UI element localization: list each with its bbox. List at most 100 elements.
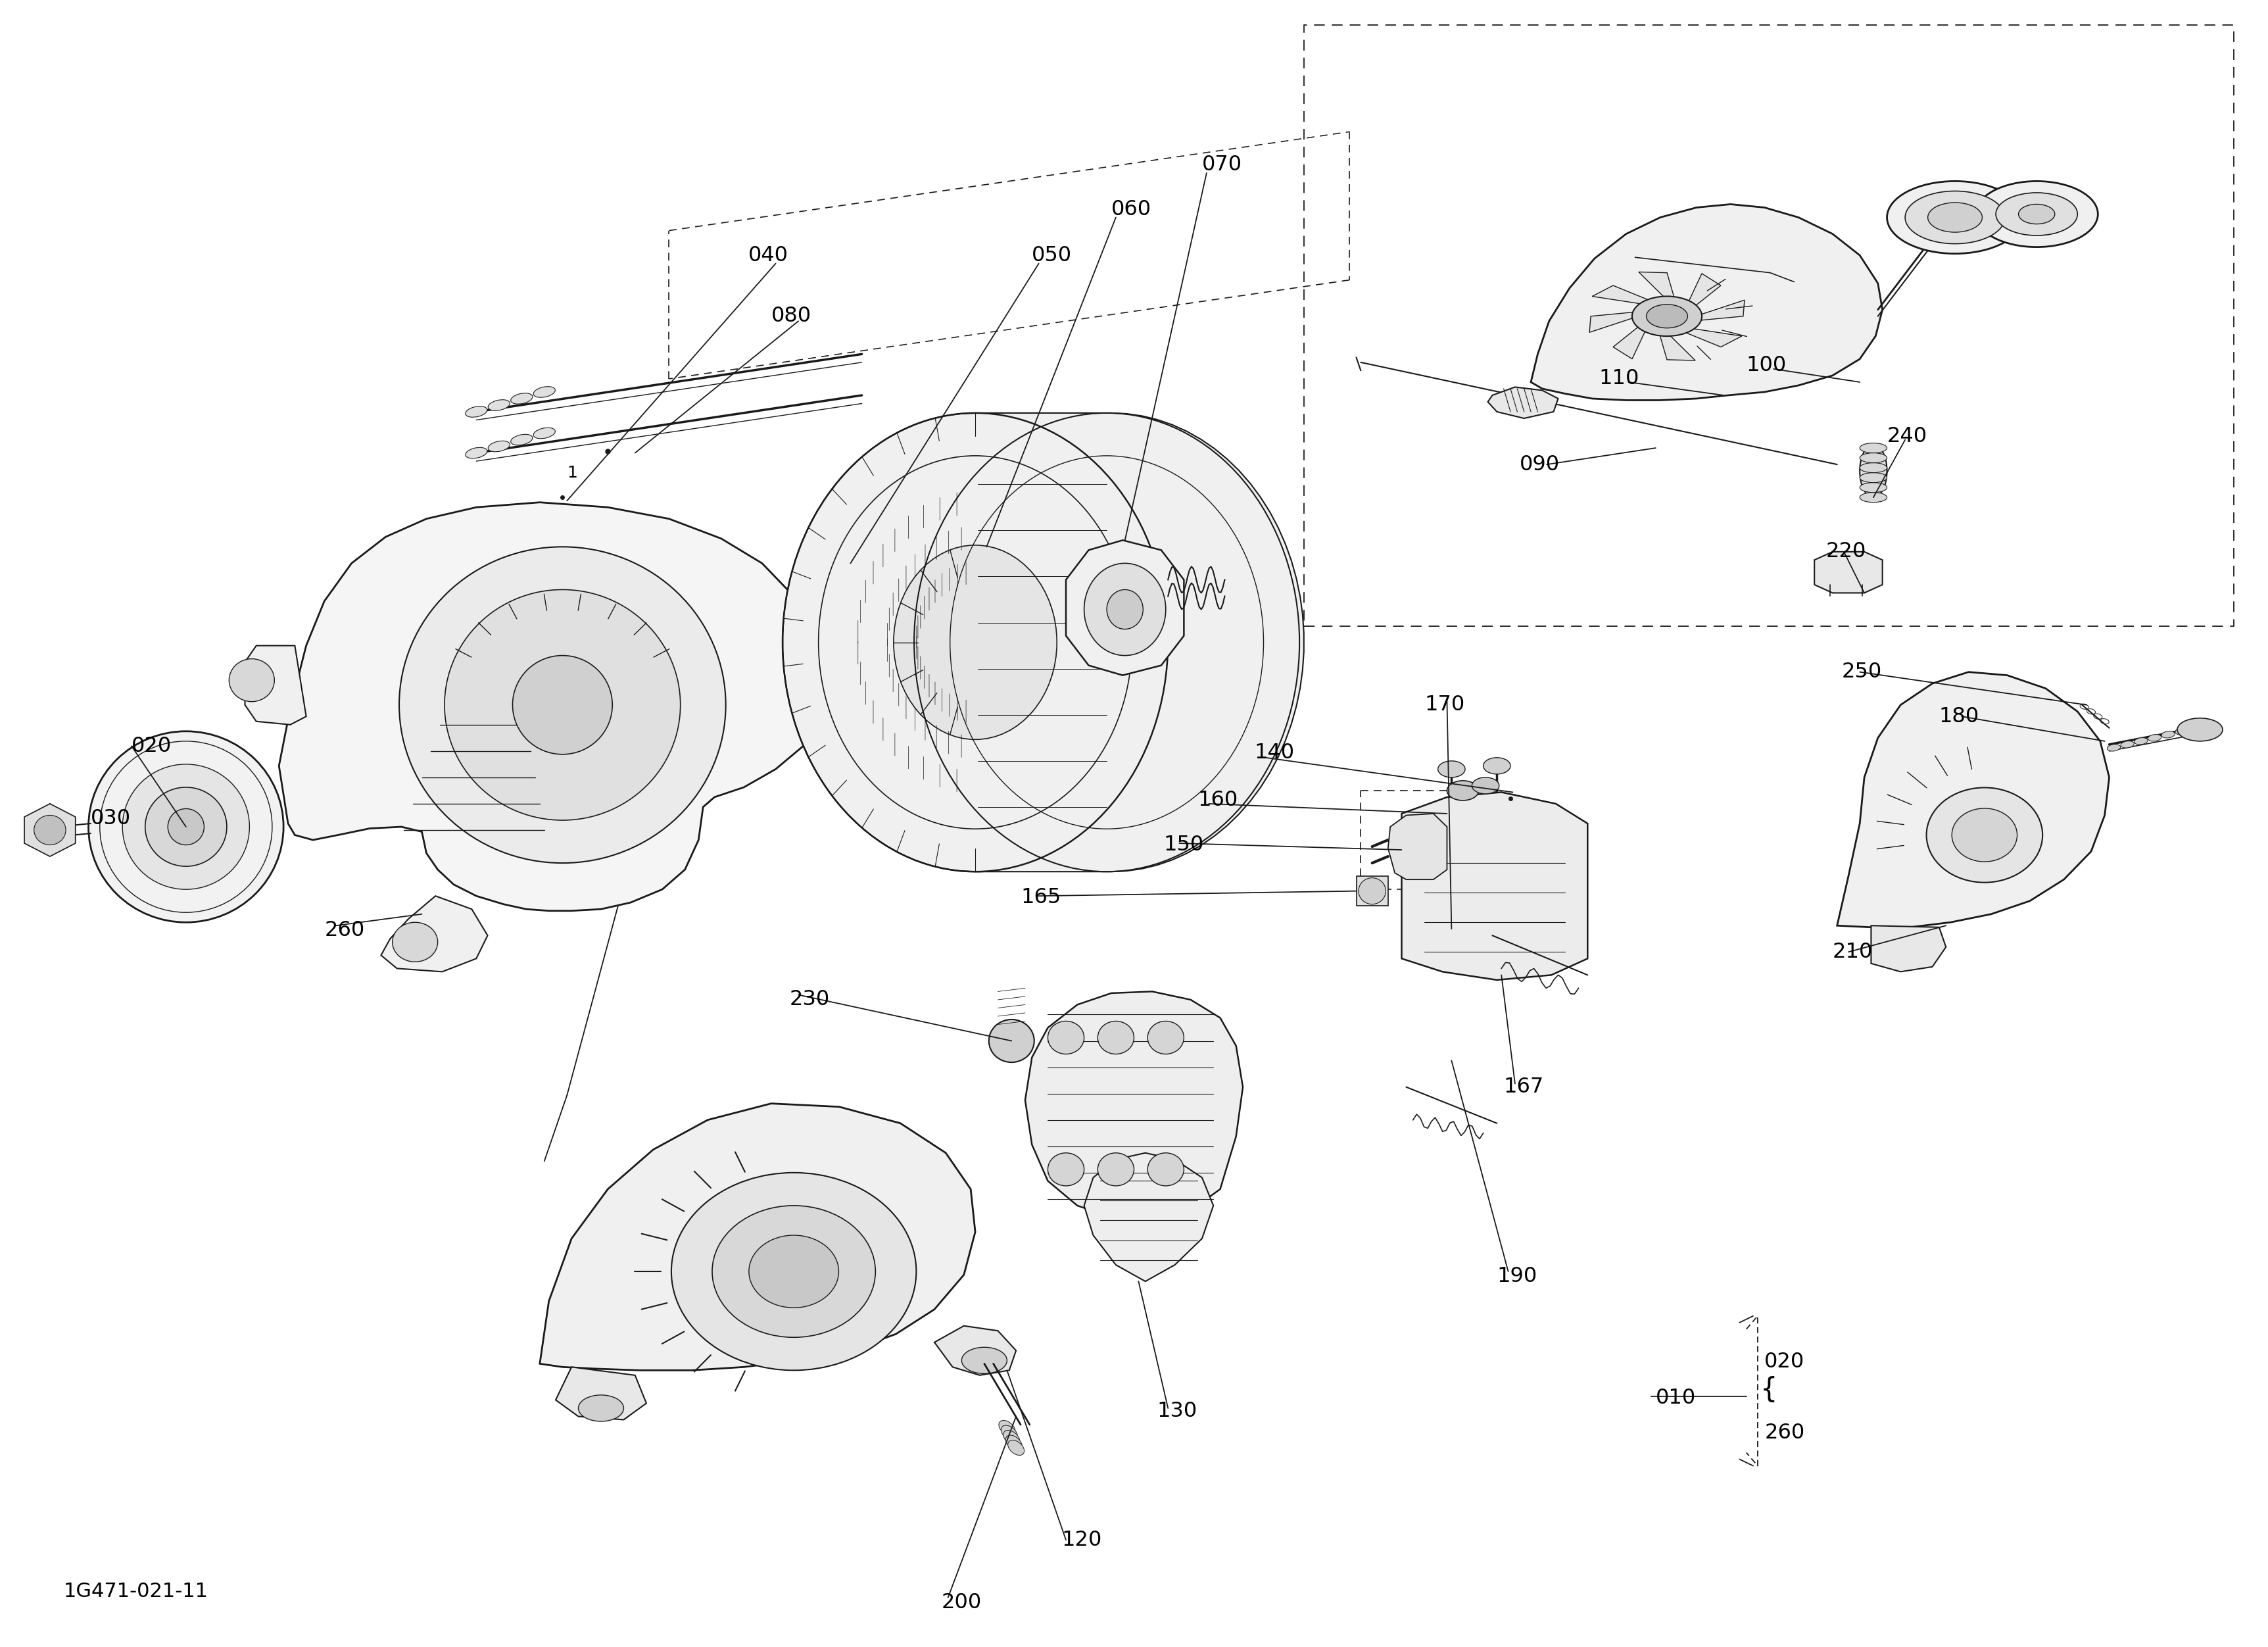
Ellipse shape — [2175, 728, 2189, 735]
Polygon shape — [556, 1367, 646, 1420]
Ellipse shape — [1860, 453, 1887, 463]
Ellipse shape — [671, 1173, 916, 1370]
Text: {: { — [1760, 1377, 1778, 1403]
Ellipse shape — [1928, 203, 1982, 232]
Text: 1: 1 — [567, 464, 578, 481]
Ellipse shape — [533, 428, 556, 438]
Ellipse shape — [962, 1347, 1007, 1374]
Text: 020: 020 — [1765, 1352, 1805, 1372]
Ellipse shape — [1007, 1439, 1025, 1456]
Polygon shape — [1640, 272, 1676, 303]
Polygon shape — [1388, 814, 1447, 879]
Text: 130: 130 — [1157, 1402, 1198, 1421]
Text: 220: 220 — [1826, 542, 1867, 562]
Polygon shape — [1084, 1153, 1213, 1281]
Ellipse shape — [989, 1019, 1034, 1062]
Polygon shape — [1613, 323, 1647, 359]
Text: 080: 080 — [771, 306, 812, 326]
Ellipse shape — [465, 407, 488, 417]
Ellipse shape — [488, 400, 510, 410]
Ellipse shape — [1975, 181, 2098, 247]
Ellipse shape — [1048, 1153, 1084, 1186]
Ellipse shape — [1860, 463, 1887, 473]
Ellipse shape — [88, 731, 284, 922]
Text: 100: 100 — [1746, 356, 1787, 376]
Text: 090: 090 — [1520, 455, 1560, 474]
Polygon shape — [1658, 329, 1694, 361]
Polygon shape — [1678, 328, 1742, 348]
Ellipse shape — [1098, 1021, 1134, 1054]
Ellipse shape — [1472, 777, 1499, 794]
Text: 030: 030 — [91, 809, 132, 828]
Ellipse shape — [748, 1235, 839, 1308]
Ellipse shape — [1483, 758, 1510, 774]
Text: 150: 150 — [1163, 835, 1204, 855]
Text: 260: 260 — [324, 921, 365, 940]
Polygon shape — [1590, 311, 1642, 333]
Ellipse shape — [1438, 761, 1465, 777]
Polygon shape — [1066, 540, 1184, 675]
Ellipse shape — [1860, 473, 1887, 483]
Ellipse shape — [1148, 1153, 1184, 1186]
Ellipse shape — [712, 1206, 875, 1337]
Text: 040: 040 — [748, 245, 789, 265]
Text: 060: 060 — [1111, 199, 1152, 219]
Ellipse shape — [122, 764, 249, 889]
Ellipse shape — [1953, 809, 2016, 861]
Text: 190: 190 — [1497, 1267, 1538, 1286]
Ellipse shape — [513, 656, 612, 754]
Text: 210: 210 — [1833, 942, 1873, 962]
Ellipse shape — [168, 809, 204, 845]
Text: 1G471-021-11: 1G471-021-11 — [64, 1581, 209, 1601]
Ellipse shape — [1148, 1021, 1184, 1054]
Text: 170: 170 — [1424, 695, 1465, 715]
Ellipse shape — [578, 1395, 624, 1421]
Text: 167: 167 — [1504, 1077, 1545, 1097]
Polygon shape — [782, 413, 1304, 871]
Polygon shape — [1356, 876, 1388, 906]
Ellipse shape — [1084, 563, 1166, 656]
Text: 070: 070 — [1202, 155, 1243, 175]
Ellipse shape — [465, 448, 488, 458]
Text: 240: 240 — [1887, 427, 1928, 446]
Polygon shape — [1531, 204, 1882, 400]
Text: 020: 020 — [132, 736, 172, 756]
Ellipse shape — [1107, 590, 1143, 629]
Polygon shape — [934, 1326, 1016, 1375]
Ellipse shape — [229, 659, 274, 702]
Polygon shape — [1871, 926, 1946, 972]
Text: 010: 010 — [1656, 1388, 1696, 1408]
Ellipse shape — [445, 590, 680, 820]
Ellipse shape — [1860, 445, 1887, 497]
Ellipse shape — [533, 387, 556, 397]
Ellipse shape — [2121, 741, 2134, 748]
Text: 160: 160 — [1198, 791, 1238, 810]
Ellipse shape — [1860, 492, 1887, 502]
Ellipse shape — [1359, 878, 1386, 904]
Text: 180: 180 — [1939, 707, 1980, 726]
Ellipse shape — [2148, 735, 2161, 741]
Ellipse shape — [34, 815, 66, 845]
Polygon shape — [540, 1103, 975, 1370]
Ellipse shape — [1002, 1430, 1021, 1446]
Ellipse shape — [894, 545, 1057, 740]
Text: 250: 250 — [1842, 662, 1882, 682]
Ellipse shape — [1887, 181, 2023, 254]
Ellipse shape — [2161, 731, 2175, 738]
Ellipse shape — [1000, 1425, 1018, 1441]
Polygon shape — [25, 804, 75, 856]
Ellipse shape — [488, 441, 510, 451]
Text: 230: 230 — [789, 990, 830, 1010]
Polygon shape — [1488, 387, 1558, 418]
Ellipse shape — [1996, 193, 2077, 236]
Ellipse shape — [1098, 1153, 1134, 1186]
Ellipse shape — [1905, 191, 2005, 244]
Ellipse shape — [1005, 1435, 1023, 1451]
Text: 120: 120 — [1061, 1530, 1102, 1550]
Polygon shape — [1025, 991, 1243, 1222]
Ellipse shape — [2177, 718, 2223, 741]
Polygon shape — [1402, 792, 1588, 980]
Text: 200: 200 — [941, 1593, 982, 1612]
Ellipse shape — [1048, 1021, 1084, 1054]
Ellipse shape — [1647, 305, 1687, 328]
